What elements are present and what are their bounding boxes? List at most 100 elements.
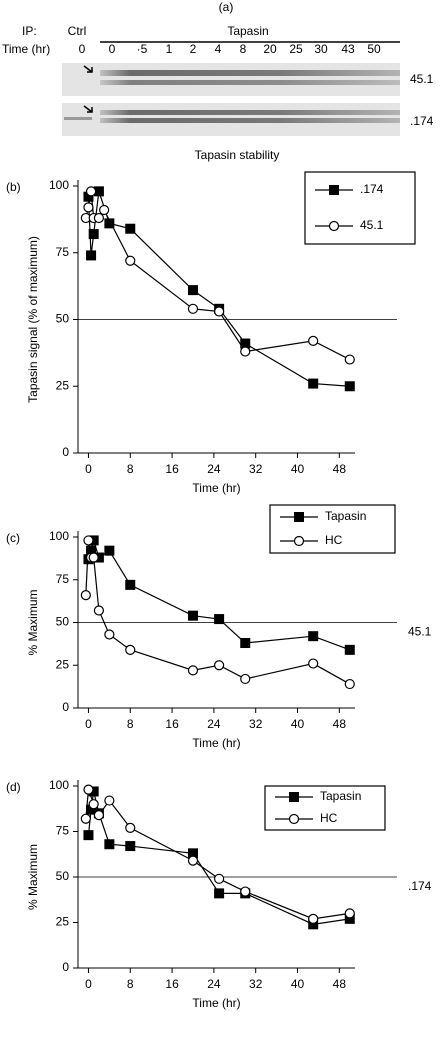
x-tick-label: 32	[249, 977, 263, 991]
marker	[93, 810, 105, 821]
x-tick-label: 32	[249, 717, 263, 731]
y-tick-label: 25	[56, 657, 70, 671]
marker	[88, 552, 99, 563]
legend-marker	[328, 220, 340, 232]
marker	[86, 250, 97, 261]
panel-label: (a)	[219, 0, 234, 14]
gel-band	[64, 117, 92, 120]
lane-label: 8	[240, 42, 247, 56]
marker	[104, 629, 115, 640]
legend-box	[304, 171, 416, 245]
marker	[240, 638, 251, 649]
marker	[308, 378, 319, 389]
legend-label: .174	[360, 182, 384, 196]
y-tick-label: 25	[56, 378, 70, 392]
legend-label: Tapasin	[320, 789, 361, 803]
marker	[125, 223, 136, 234]
x-tick-label: 8	[127, 717, 134, 731]
marker	[104, 839, 115, 850]
marker	[88, 535, 99, 546]
x-tick-label: 40	[291, 717, 305, 731]
marker	[86, 804, 97, 815]
y-axis-title: % Maximum	[26, 589, 40, 655]
ctrl-label: Ctrl	[68, 24, 87, 38]
marker	[240, 673, 251, 685]
x-tick-label: 8	[127, 977, 134, 991]
x-axis-title: Time (hr)	[192, 481, 240, 495]
legend-marker	[288, 813, 300, 825]
y-tick-label: 75	[56, 245, 70, 259]
marker	[214, 306, 225, 317]
x-tick-label: 16	[165, 462, 179, 476]
legend-label: HC	[320, 811, 338, 825]
x-axis-title: Time (hr)	[192, 996, 240, 1010]
marker	[83, 784, 94, 795]
x-tick-label: 32	[249, 462, 263, 476]
marker	[125, 822, 136, 833]
marker	[344, 644, 355, 655]
x-tick-label: 48	[333, 977, 347, 991]
lane-label: 1	[166, 42, 173, 56]
marker	[88, 799, 99, 810]
gel-band	[100, 118, 400, 123]
lane-label: 0	[79, 42, 86, 56]
marker	[125, 255, 136, 266]
marker	[187, 303, 199, 314]
marker	[80, 590, 91, 601]
y-axis-title: Tapasin signal (% of maximum)	[26, 236, 40, 403]
panel-label: (b)	[6, 180, 21, 194]
legend-marker	[329, 185, 339, 195]
tapasin-label: Tapasin	[227, 24, 268, 38]
time-label: Time (hr)	[2, 42, 50, 56]
marker	[88, 786, 99, 797]
arrow	[83, 105, 93, 113]
legend-box	[264, 785, 386, 831]
marker	[187, 855, 199, 866]
marker	[308, 335, 319, 346]
marker	[83, 191, 94, 202]
marker	[93, 212, 105, 224]
y-tick-label: 0	[62, 445, 69, 459]
marker	[344, 381, 355, 392]
marker	[308, 658, 319, 669]
x-tick-label: 48	[333, 717, 347, 731]
marker	[83, 535, 94, 546]
lane-label: 0	[109, 42, 116, 56]
marker	[85, 186, 97, 197]
marker	[308, 631, 319, 642]
x-tick-label: 0	[85, 977, 92, 991]
legend-label: HC	[325, 533, 343, 547]
lane-label: 50	[367, 42, 381, 56]
marker	[104, 218, 115, 229]
y-tick-label: 0	[62, 960, 69, 974]
legend-marker	[293, 535, 305, 547]
x-tick-label: 8	[127, 462, 134, 476]
marker	[125, 841, 136, 852]
chart-title: Tapasin stability	[195, 148, 280, 162]
marker	[240, 886, 251, 897]
marker	[344, 354, 355, 365]
legend-label: Tapasin	[325, 509, 366, 523]
y-tick-label: 100	[49, 778, 69, 792]
y-tick-label: 100	[49, 178, 69, 192]
x-tick-label: 16	[165, 977, 179, 991]
y-tick-label: 50	[56, 869, 70, 883]
y-tick-label: 100	[49, 529, 69, 543]
marker	[344, 908, 355, 919]
x-tick-label: 40	[291, 462, 305, 476]
gel-band	[100, 110, 400, 115]
lane-label: 2	[190, 42, 197, 56]
marker	[83, 202, 94, 213]
x-tick-label: 48	[333, 462, 347, 476]
arrow	[83, 65, 93, 73]
legend-box	[269, 504, 396, 554]
marker	[93, 605, 105, 616]
marker	[80, 813, 91, 824]
marker	[93, 552, 104, 563]
lane-label: ·5	[137, 42, 148, 56]
marker	[308, 913, 319, 924]
marker	[125, 579, 136, 590]
x-tick-label: 0	[85, 462, 92, 476]
marker	[187, 285, 198, 296]
